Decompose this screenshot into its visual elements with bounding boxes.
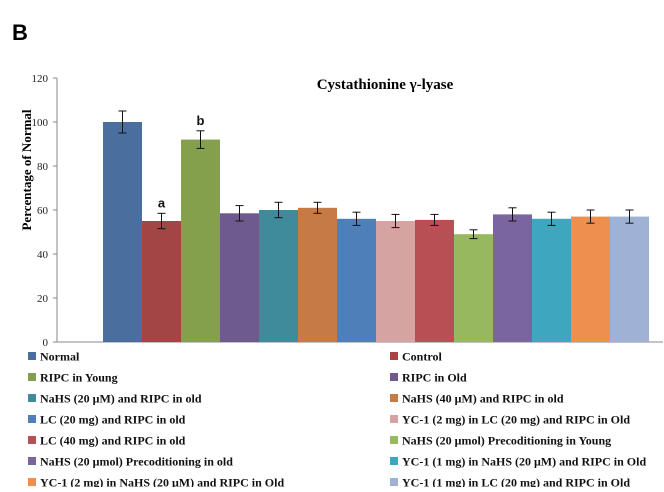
legend-label: Control [402,350,442,364]
bar [259,210,298,342]
legend-label: YC-1 (1 mg) in NaHS (20 μM) and RIPC in … [402,455,646,469]
significance-label: b [197,113,205,128]
legend-item: RIPC in Old [390,371,467,385]
y-axis-label: Percentage of Normal [19,109,34,230]
bar [571,216,610,342]
legend-swatch [390,415,398,423]
legend-item: RIPC in Young [28,371,118,385]
y-tick-label: 40 [37,249,49,261]
legend-item: LC (40 mg) and RIPC in old [28,434,186,448]
legend-item: Normal [28,350,80,364]
legend-swatch [390,478,398,486]
bar [493,214,532,342]
chart-title: Cystathionine γ-lyase [317,77,454,93]
bar [298,207,337,342]
bar [181,139,220,342]
y-tick-label: 100 [32,117,49,129]
legend-swatch [390,436,398,444]
y-tick-label: 60 [37,205,49,217]
bar [220,213,259,342]
legend-item: YC-1 (2 mg) in NaHS (20 μM) and RIPC in … [28,476,284,490]
legend-label: YC-1 (1 mg) in LC (20 mg) and RIPC in Ol… [402,476,630,488]
legend-item: YC-1 (1 mg) in NaHS (20 μM) and RIPC in … [390,455,646,469]
legend-label: NaHS (40 μM) and RIPC in old [402,392,564,406]
bar [415,219,454,342]
legend-label: RIPC in Old [402,371,467,385]
y-tick-label: 120 [32,73,49,85]
legend: Normal Control RIPC in Young RIPC in Old NaH… [28,350,646,490]
legend-item: NaHS (20 μmol) Precoditioning in Young [390,434,611,448]
legend-swatch [28,352,36,360]
bars: ab [103,110,649,342]
legend-swatch [28,436,36,444]
legend-label: YC-1 (2 mg) in NaHS (20 μM) and RIPC in … [40,476,284,488]
legend-swatch [390,394,398,402]
legend-label: RIPC in Young [40,371,118,385]
legend-label: NaHS (20 μmol) Precoditioning in Young [402,434,611,448]
legend-item: YC-1 (2 mg) in LC (20 mg) and RIPC in Ol… [390,413,630,427]
legend-swatch [390,457,398,465]
bar [103,122,142,342]
bar [376,221,415,342]
legend-label: NaHS (20 μM) and RIPC in old [40,392,202,406]
legend-swatch [390,352,398,360]
y-tick-label: 80 [37,161,49,173]
legend-swatch [28,394,36,402]
legend-item: LC (20 mg) and RIPC in old [28,413,186,427]
bar [610,216,649,342]
legend-label: Normal [40,350,80,364]
y-tick-label: 0 [43,337,49,349]
legend-swatch [28,373,36,381]
legend-label: LC (20 mg) and RIPC in old [40,413,186,427]
legend-swatch [28,457,36,465]
significance-label: a [158,195,166,210]
y-tick-label: 20 [37,293,49,305]
legend-item: YC-1 (1 mg) in LC (20 mg) and RIPC in Ol… [390,476,630,490]
legend-swatch [28,478,36,486]
legend-swatch [28,415,36,423]
legend-label: YC-1 (2 mg) in LC (20 mg) and RIPC in Ol… [402,413,630,427]
legend-item: NaHS (20 μmol) Precoditioning in old [28,455,233,469]
bar [454,234,493,342]
legend-label: LC (40 mg) and RIPC in old [40,434,186,448]
bar [337,218,376,342]
legend-swatch [390,373,398,381]
bar [532,218,571,342]
legend-item: NaHS (40 μM) and RIPC in old [390,392,564,406]
legend-item: NaHS (20 μM) and RIPC in old [28,392,202,406]
bar [142,221,181,342]
legend-label: NaHS (20 μmol) Precoditioning in old [40,455,233,469]
legend-item: Control [390,350,442,364]
panel-label: B [12,20,28,45]
